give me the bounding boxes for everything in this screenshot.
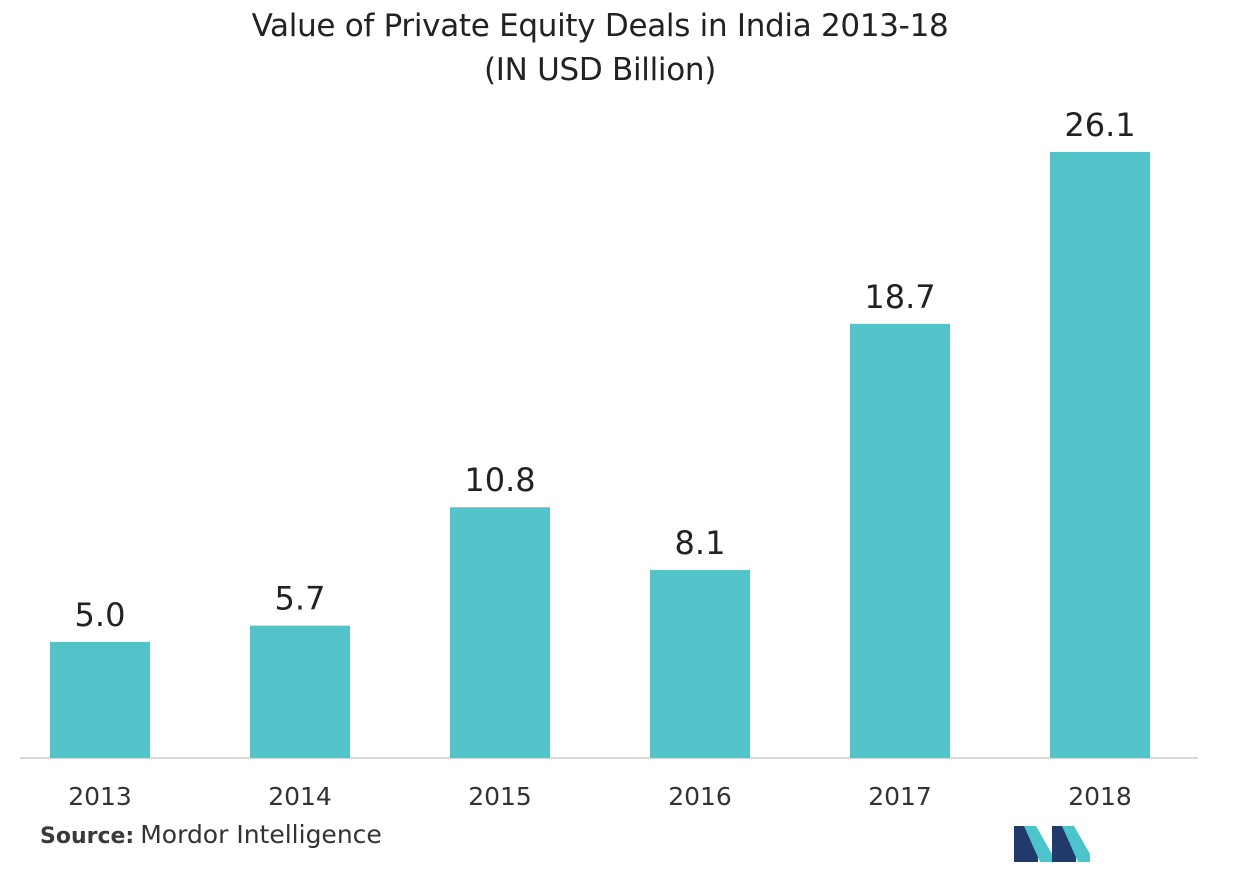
chart-title: Value of Private Equity Deals in India 2…: [251, 8, 949, 44]
data-label-2018: 26.1: [1064, 106, 1135, 144]
data-label-2015: 10.8: [464, 461, 535, 499]
bar-2013: [50, 641, 150, 758]
source-label: Source:: [40, 824, 135, 849]
bar-2018: [1050, 152, 1150, 758]
bar-2014: [250, 625, 350, 758]
bar-2017: [850, 323, 950, 758]
source-text: Mordor Intelligence: [140, 820, 382, 849]
bar-2015: [450, 507, 550, 758]
data-label-2016: 8.1: [675, 524, 726, 562]
data-label-2017: 18.7: [864, 278, 935, 316]
x-tick-label-2015: 2015: [468, 782, 532, 811]
x-tick-label-2018: 2018: [1068, 782, 1132, 811]
x-tick-label-2017: 2017: [868, 782, 932, 811]
mordor-intelligence-logo-icon: [1014, 826, 1090, 862]
data-label-2014: 5.7: [275, 580, 326, 618]
data-label-2013: 5.0: [75, 596, 126, 634]
source-note: Source: Mordor Intelligence: [40, 820, 382, 849]
bar-2016: [650, 569, 750, 758]
x-tick-label-2014: 2014: [268, 782, 332, 811]
x-tick-label-2016: 2016: [668, 782, 732, 811]
chart-subtitle: (IN USD Billion): [484, 52, 716, 88]
x-tick-label-2013: 2013: [68, 782, 132, 811]
